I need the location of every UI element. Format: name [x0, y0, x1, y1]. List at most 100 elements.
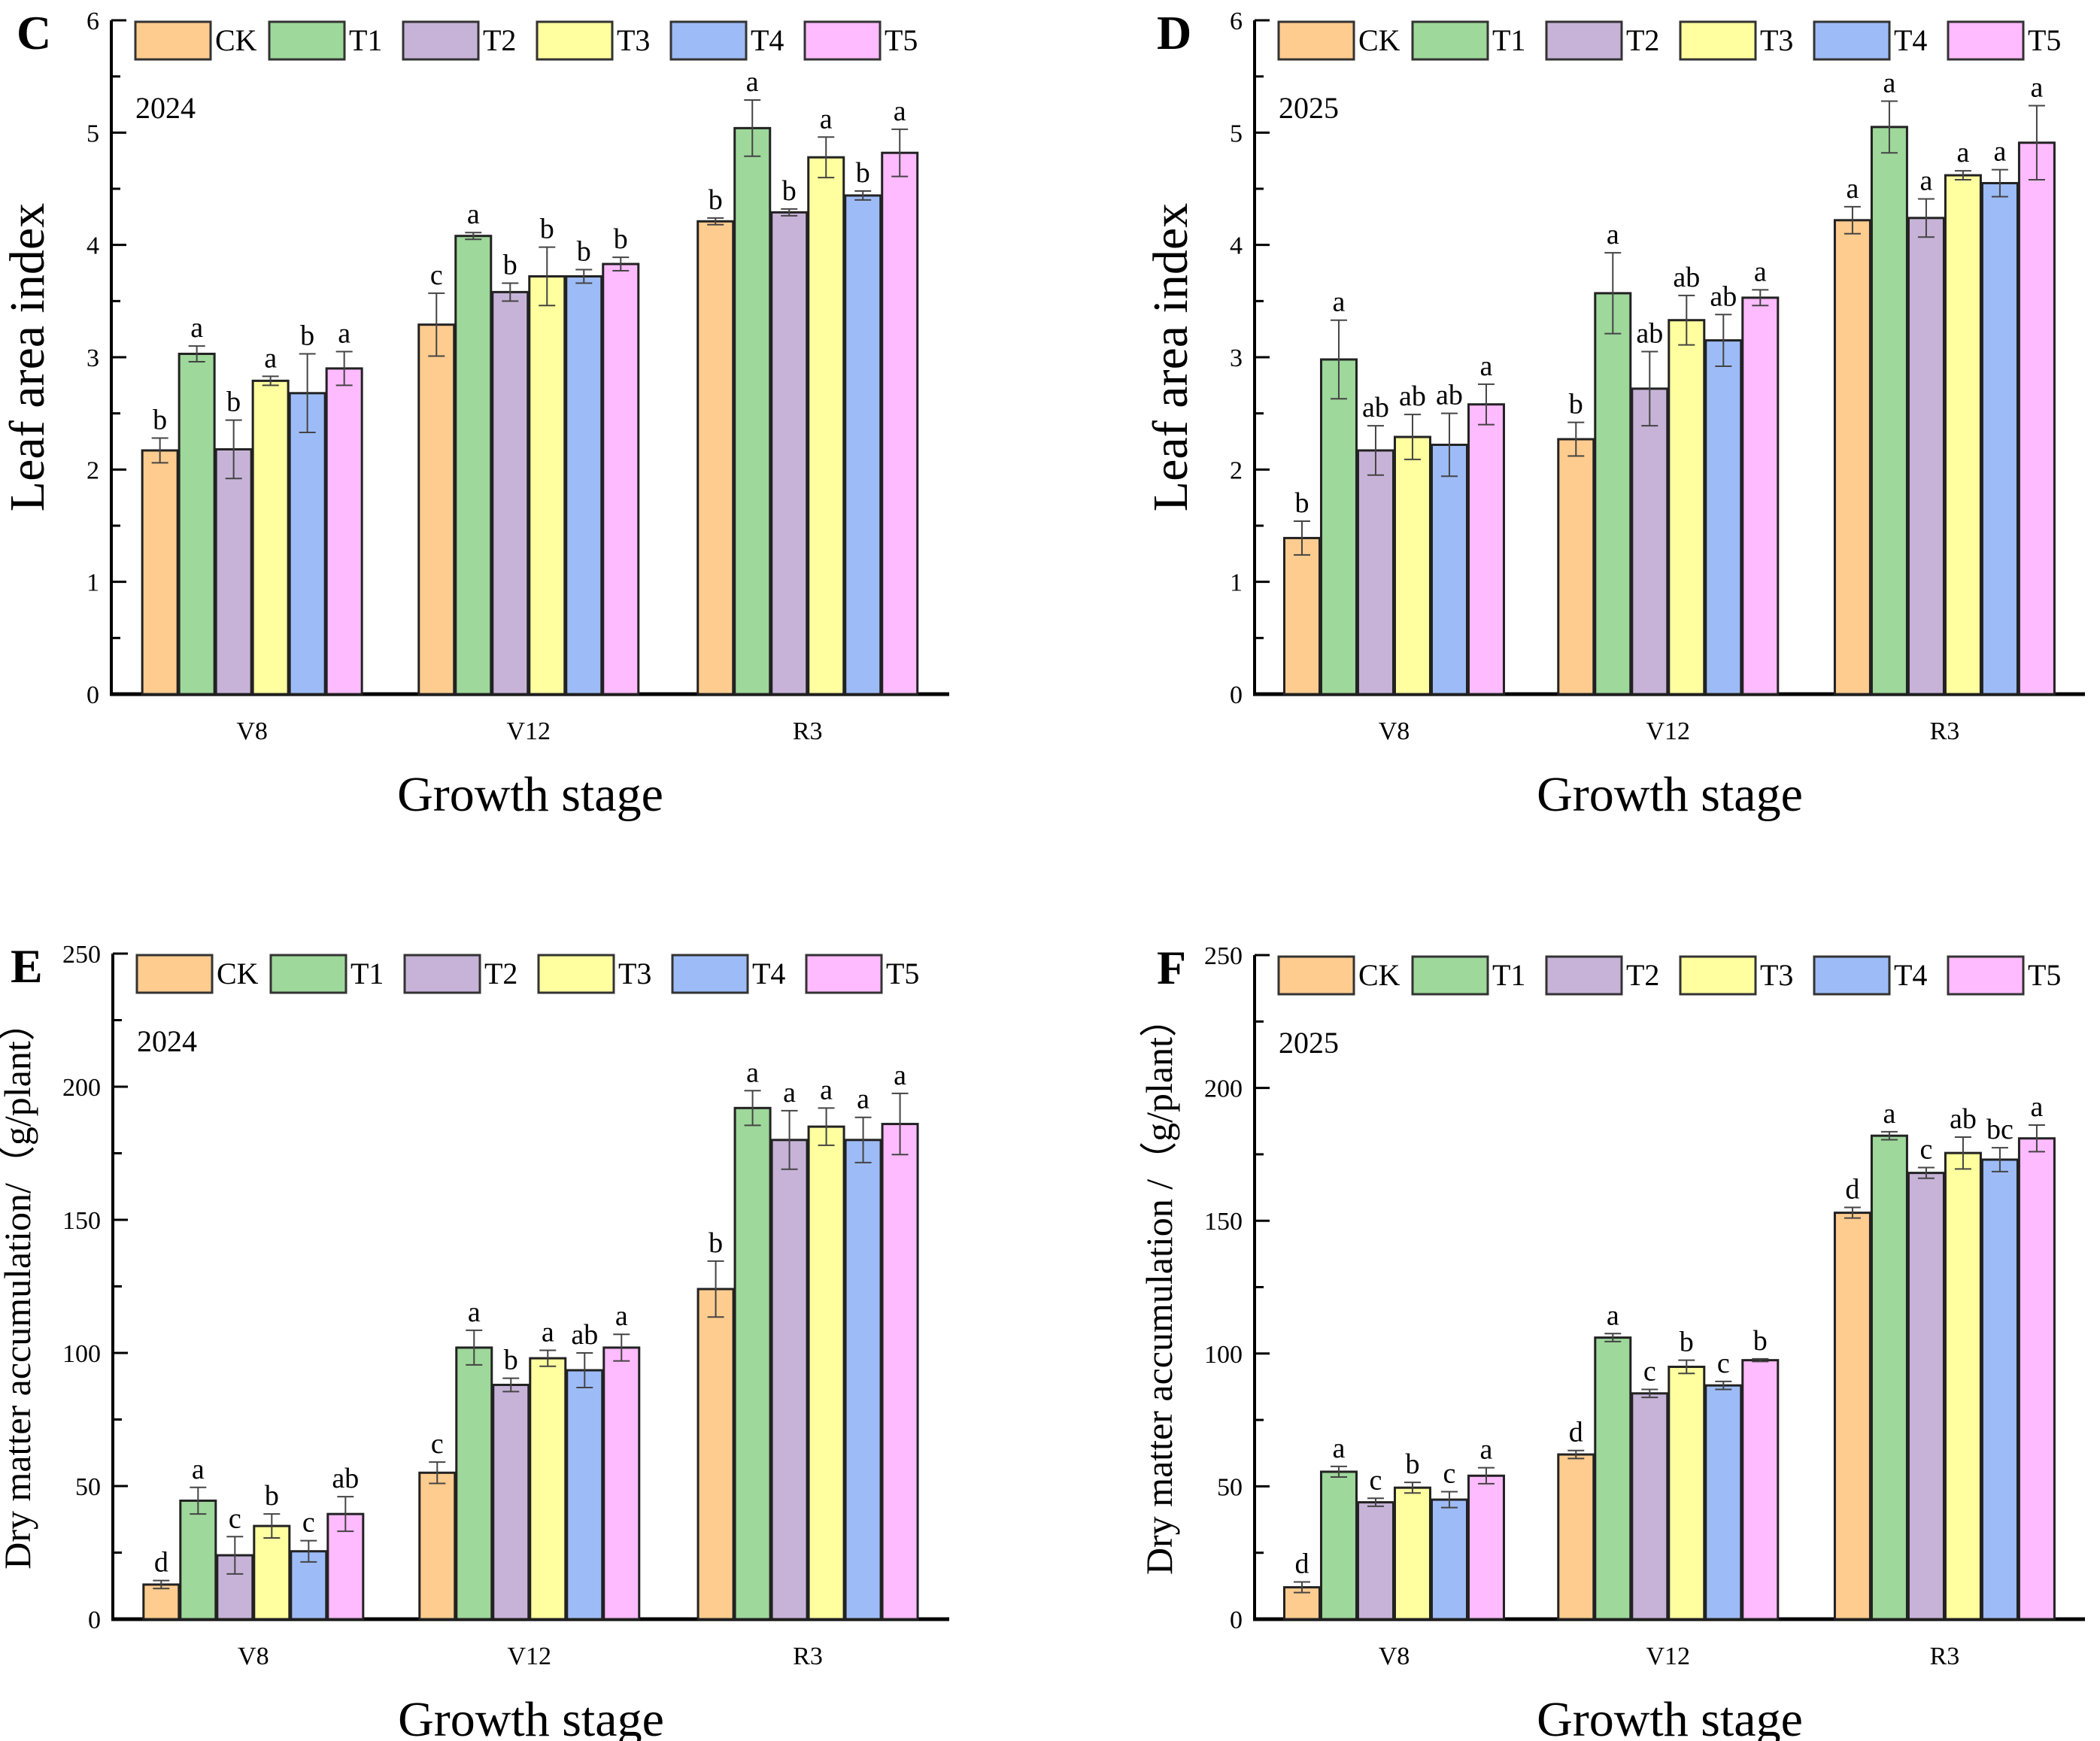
legend-swatch: [1545, 20, 1623, 61]
legend-item-t2: T2: [1545, 955, 1659, 996]
bar-group: ab: [1430, 380, 1468, 696]
legend-label: T2: [484, 957, 517, 990]
bar-ck-v12: [1557, 1453, 1595, 1621]
bar-t3-r3: [1944, 174, 1982, 696]
x-tick-label: V12: [1646, 1642, 1691, 1670]
significance-letter: bc: [1986, 1114, 2014, 1145]
significance-letter: b: [782, 175, 797, 207]
bar-group: a: [179, 1454, 217, 1621]
bar-group: c: [1704, 1348, 1743, 1621]
legend-label: CK: [1358, 958, 1401, 992]
bar-group: b: [696, 184, 735, 696]
bar-group: c: [216, 1503, 254, 1621]
bar-t3-v8: [253, 1524, 291, 1621]
bar-t4-v8: [1430, 1498, 1468, 1621]
bar-t1-r3: [1870, 126, 1908, 696]
bar-group: d: [1833, 1174, 1871, 1621]
bar-t2-r3: [770, 211, 809, 696]
legend-label: T2: [483, 23, 516, 57]
significance-letter: a: [1754, 256, 1767, 287]
bar-group: c: [1907, 1134, 1945, 1621]
bar-group: a: [1319, 1433, 1358, 1621]
significance-letter: b: [709, 184, 723, 216]
bar-group: b: [288, 320, 326, 696]
legend-item-ck: CK: [1277, 20, 1401, 61]
bar-group: ab: [1356, 392, 1394, 696]
bar-group: b: [491, 249, 530, 696]
bar-group: a: [1594, 219, 1632, 696]
legend-item-t2: T2: [1545, 20, 1659, 61]
bar-t1-v8: [179, 1499, 217, 1621]
bar-group: a: [1467, 350, 1505, 696]
bar-group: a: [1980, 136, 2019, 696]
legend-item-ck: CK: [1277, 955, 1401, 996]
year-annotation: 2025: [1279, 1026, 1339, 1060]
bar-t5-v12: [1741, 1359, 1780, 1621]
bar-t3-r3: [807, 1125, 845, 1621]
bar-t1-v8: [1319, 358, 1358, 696]
x-axis-title: Growth stage: [1537, 767, 1803, 822]
panel-d-leaf-area-index-2025: D 0 1 2 3 4 5 6 V8 V12 R3 Growth stage Leaf area ind…: [1143, 6, 2085, 822]
significance-letter: c: [302, 1507, 315, 1539]
significance-letter: a: [1846, 173, 1859, 205]
legend-swatch: [1411, 20, 1489, 61]
x-tick-label: V8: [1379, 1642, 1410, 1670]
y-axis-title: Dry matter accumulation/（g/plant）: [0, 1003, 38, 1570]
bar-group: c: [1356, 1464, 1394, 1621]
y-tick-label: 6: [1230, 8, 1243, 35]
significance-letter: a: [542, 1316, 554, 1348]
legend-item-t4: T4: [1813, 955, 1927, 996]
significance-letter: b: [856, 157, 870, 189]
legend-item-t4: T4: [669, 20, 784, 61]
y-tick-label: 150: [62, 1207, 101, 1235]
legend-label: T5: [885, 23, 918, 57]
bar-group: b: [253, 1480, 291, 1621]
y-tick-label: 50: [1217, 1473, 1243, 1501]
bar-t2-v12: [492, 1383, 530, 1621]
significance-letter: b: [265, 1480, 279, 1512]
significance-letter: b: [503, 249, 517, 281]
significance-letter: a: [2030, 1091, 2043, 1123]
bar-t1-v8: [1319, 1470, 1358, 1621]
bar-t3-r3: [1944, 1151, 1982, 1621]
legend-label: T1: [351, 957, 384, 990]
bar-t5-v12: [1741, 296, 1780, 696]
significance-letter: ab: [1436, 380, 1463, 411]
bar-group: a: [1944, 137, 1982, 696]
significance-letter: a: [1956, 137, 1969, 168]
bar-group: a: [1833, 173, 1871, 696]
bar-group: c: [1631, 1355, 1669, 1621]
significance-letter: a: [783, 1077, 796, 1109]
bar-t4-r3: [844, 1139, 882, 1621]
bar-t1-r3: [733, 126, 772, 696]
bar-t2-v8: [1356, 449, 1394, 696]
year-annotation: 2024: [137, 1024, 197, 1058]
bar-group: ab: [1668, 262, 1706, 696]
legend-item-t1: T1: [1411, 955, 1525, 996]
legend-label: CK: [1358, 23, 1401, 57]
bar-ck-r3: [696, 220, 735, 696]
legend-label: T3: [617, 23, 650, 57]
legend-item-t5: T5: [805, 954, 919, 994]
x-tick-label: V12: [1646, 717, 1691, 745]
bar-group: a: [251, 342, 290, 696]
bar-group: b: [844, 157, 882, 696]
x-tick-label: R3: [1930, 1642, 1960, 1670]
significance-letter: c: [1919, 1134, 1932, 1166]
significance-letter: ab: [1636, 318, 1663, 350]
bar-t1-r3: [1870, 1134, 1908, 1621]
significance-letter: ab: [571, 1319, 598, 1351]
significance-letter: a: [1883, 1098, 1895, 1130]
bar-t3-v8: [1393, 435, 1431, 696]
legend-label: CK: [217, 957, 259, 990]
bar-ck-v12: [417, 323, 456, 696]
bar-ck-v12: [1557, 438, 1595, 696]
bar-group: a: [1741, 256, 1780, 696]
significance-letter: b: [153, 405, 167, 436]
bar-group: a: [454, 199, 493, 696]
significance-letter: a: [1480, 350, 1493, 382]
bar-group: a: [1319, 287, 1358, 696]
bar-group: a: [325, 318, 363, 696]
bar-t5-v12: [602, 262, 640, 696]
significance-letter: d: [1569, 1417, 1583, 1448]
